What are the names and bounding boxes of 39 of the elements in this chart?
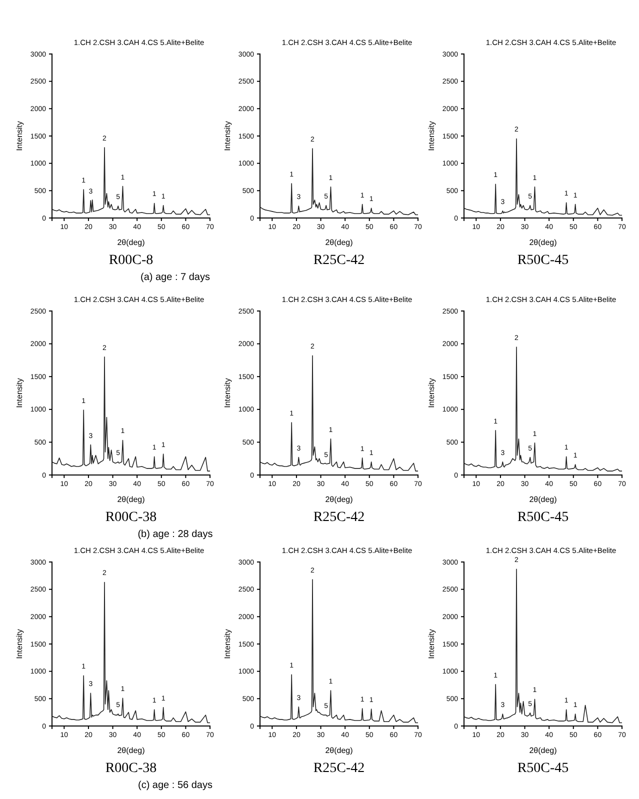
x-axis-title: 2θ(deg): [325, 495, 354, 504]
x-axis-title: 2θ(deg): [117, 238, 146, 247]
y-axis-title: Intensity: [223, 629, 232, 659]
y-axis-title: Intensity: [427, 378, 436, 408]
x-axis-title: 2θ(deg): [325, 238, 354, 247]
text: R25C-42: [313, 761, 365, 776]
x-axis-title: 2θ(deg): [325, 746, 354, 755]
line-series: [52, 147, 210, 216]
text: (b) age : 28 days: [138, 529, 213, 540]
line-series: [260, 579, 418, 724]
line-series: [464, 568, 622, 724]
y-axis-title: Intensity: [223, 378, 232, 408]
text: R00C-38: [105, 510, 157, 525]
y-axis-title: Intensity: [427, 629, 436, 659]
x-axis-title: 2θ(deg): [117, 495, 146, 504]
x-axis-title: 2θ(deg): [529, 238, 558, 247]
y-axis-title: Intensity: [15, 629, 24, 659]
y-axis-title: Intensity: [223, 121, 232, 151]
text: (c) age : 56 days: [138, 780, 212, 791]
text: R50C-45: [517, 253, 569, 268]
line-series: [464, 138, 622, 216]
line-series: [464, 346, 622, 472]
text: (a) age : 7 days: [140, 272, 210, 283]
x-axis-title: 2θ(deg): [117, 746, 146, 755]
line-series: [260, 148, 418, 216]
y-axis-title: Intensity: [427, 121, 436, 151]
y-axis-title: Intensity: [15, 121, 24, 151]
text: R00C-8: [108, 253, 154, 268]
text: R50C-45: [517, 510, 569, 525]
x-axis-title: 2θ(deg): [529, 495, 558, 504]
text: R00C-38: [105, 761, 157, 776]
text: R25C-42: [313, 253, 365, 268]
text: R25C-42: [313, 510, 365, 525]
line-series: [52, 356, 210, 472]
line-series: [52, 582, 210, 724]
line-series: [260, 355, 418, 472]
x-axis-title: 2θ(deg): [529, 746, 558, 755]
y-axis-title: Intensity: [15, 378, 24, 408]
text: R50C-45: [517, 761, 569, 776]
